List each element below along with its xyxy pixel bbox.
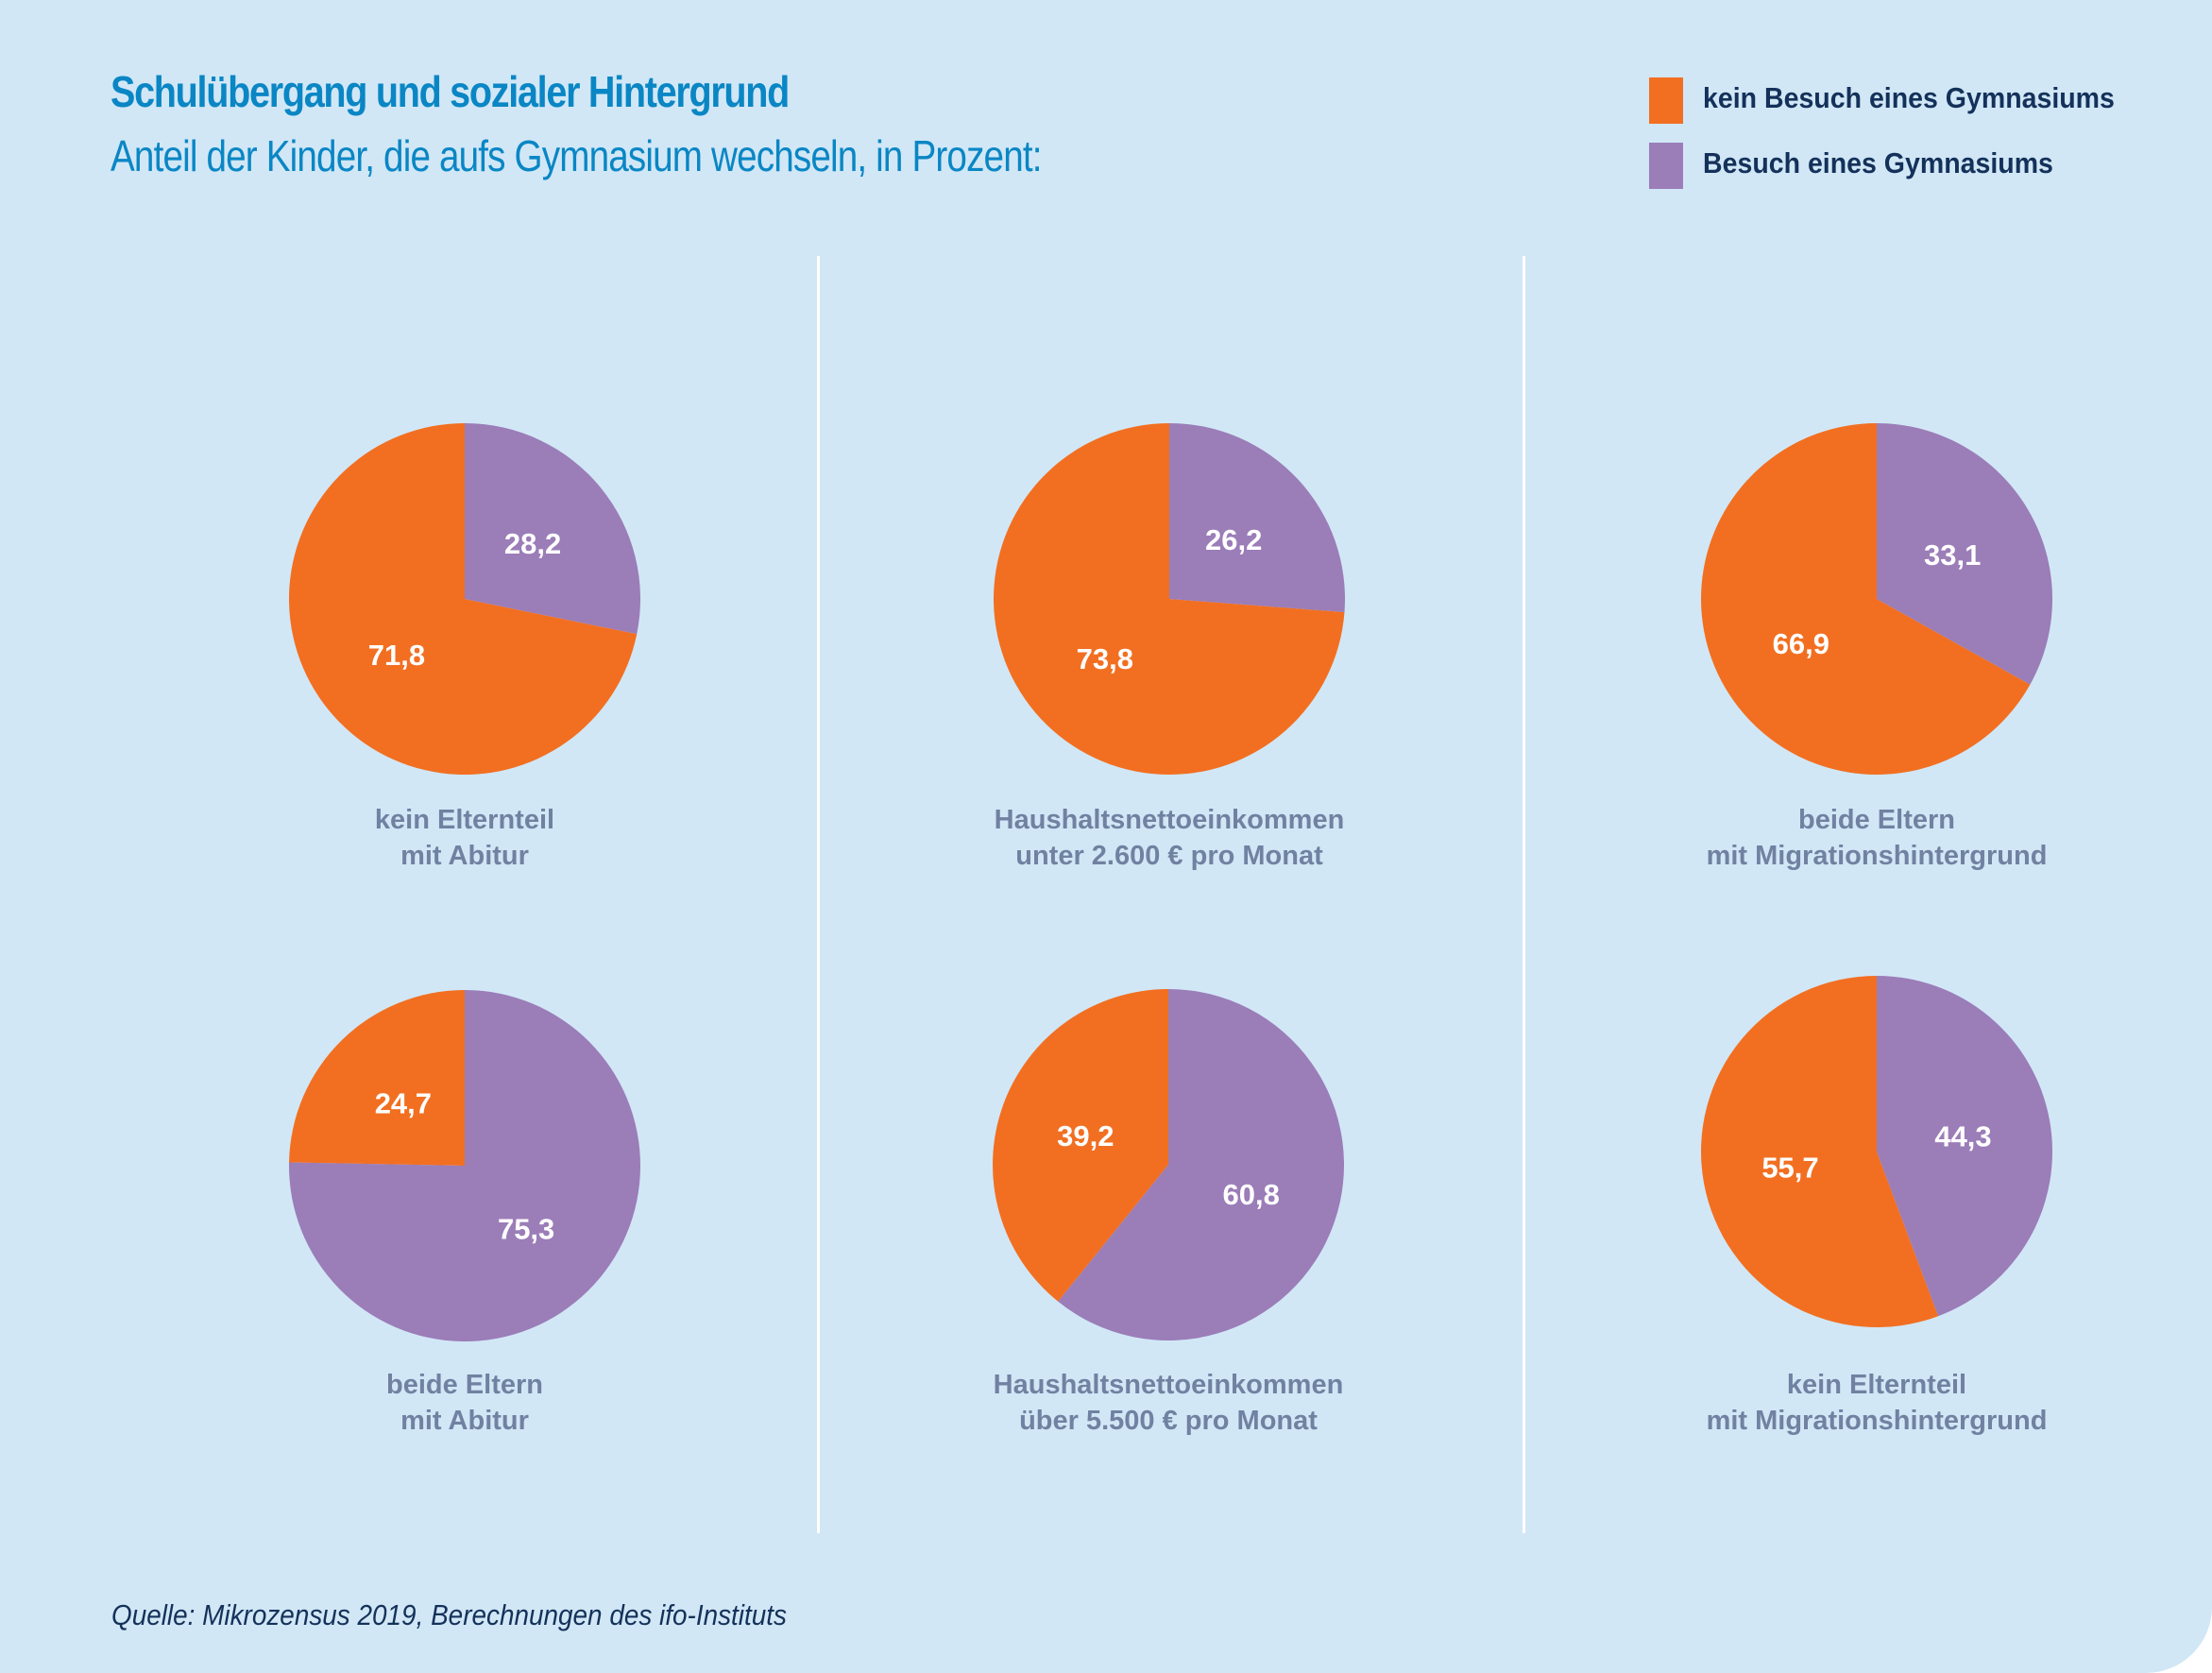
- pie-chart: 39,2 60,8 Haushaltsnettoeinkommen über 5.50…: [992, 989, 1344, 1436]
- pie-slice-no-gymnasium: [992, 989, 1168, 1302]
- legend-swatch-orange: [1649, 77, 1683, 124]
- legend-label: Besuch eines Gymnasiums: [1703, 146, 2053, 179]
- slice-label-gymnasium: 60,8: [1223, 1178, 1280, 1211]
- pie-category-label: kein Elternteil: [375, 805, 554, 835]
- slice-label-gymnasium: 28,2: [504, 527, 561, 560]
- pie-slice-no-gymnasium: [289, 423, 638, 775]
- pie-slice-gymnasium: [465, 423, 641, 635]
- pie-category-label: Haushaltsnettoeinkommen: [994, 1370, 1344, 1400]
- column-divider: [817, 256, 820, 1533]
- pie-category-label: kein Elternteil: [1787, 1370, 1966, 1400]
- legend-label: kein Besuch eines Gymnasiums: [1703, 81, 2115, 114]
- pie-category-label: mit Migrationshintergrund: [1707, 1406, 2048, 1436]
- pie-slice-gymnasium: [1877, 976, 2053, 1317]
- pie-category-label: mit Abitur: [400, 841, 529, 871]
- pie-category-label: beide Eltern: [386, 1370, 543, 1400]
- pie-category-label: Haushaltsnettoeinkommen: [995, 805, 1345, 835]
- slice-label-no-gymnasium: 55,7: [1761, 1152, 1818, 1185]
- pie-chart: 73,8 26,2 Haushaltsnettoeinkommen unter 2.6…: [993, 423, 1346, 871]
- pie-slice-gymnasium: [1877, 423, 2052, 685]
- legend-swatch-purple: [1649, 143, 1683, 189]
- slice-label-gymnasium: 26,2: [1205, 523, 1262, 556]
- pie-chart: 71,8 28,2 kein Elternteil mit Abitur: [289, 423, 641, 871]
- pie-slice-gymnasium: [1169, 423, 1346, 613]
- source-note: Quelle: Mikrozensus 2019, Berechnungen d…: [111, 1598, 787, 1631]
- pie-slice-no-gymnasium: [993, 423, 1345, 775]
- pie-chart: 24,7 75,3 beide Eltern mit Abitur: [288, 990, 640, 1436]
- slice-label-no-gymnasium: 24,7: [375, 1087, 432, 1120]
- slice-label-no-gymnasium: 71,8: [368, 639, 425, 672]
- pie-slice-gymnasium: [1058, 989, 1344, 1340]
- pie-chart: 55,7 44,3 kein Elternteil mit Migrationshin…: [1700, 976, 2053, 1436]
- slice-label-gymnasium: 44,3: [1934, 1119, 1991, 1152]
- slice-label-no-gymnasium: 66,9: [1773, 627, 1829, 660]
- pie-slice-no-gymnasium: [1701, 423, 2031, 776]
- slice-label-no-gymnasium: 39,2: [1057, 1119, 1114, 1152]
- chart-subtitle: Anteil der Kinder, die aufs Gymnasium we…: [111, 131, 1042, 180]
- pie-category-label: mit Migrationshintergrund: [1707, 841, 2048, 871]
- pie-slice-no-gymnasium: [289, 990, 465, 1166]
- pie-category-label: unter 2.600 € pro Monat: [1015, 841, 1323, 871]
- pie-category-label: mit Abitur: [400, 1406, 529, 1436]
- pie-category-label: beide Eltern: [1798, 805, 1955, 835]
- pie-slice-no-gymnasium: [1700, 976, 1939, 1327]
- pie-chart: 66,9 33,1 beide Eltern mit Migrationshinter…: [1701, 423, 2052, 871]
- pie-slice-gymnasium: [288, 990, 640, 1341]
- chart-title: Schulübergang und sozialer Hintergrund: [111, 67, 790, 116]
- slice-label-gymnasium: 33,1: [1924, 538, 1981, 572]
- column-divider: [1523, 256, 1525, 1533]
- slice-label-no-gymnasium: 73,8: [1077, 642, 1133, 675]
- pie-category-label: über 5.500 € pro Monat: [1019, 1406, 1318, 1436]
- slice-label-gymnasium: 75,3: [498, 1212, 554, 1245]
